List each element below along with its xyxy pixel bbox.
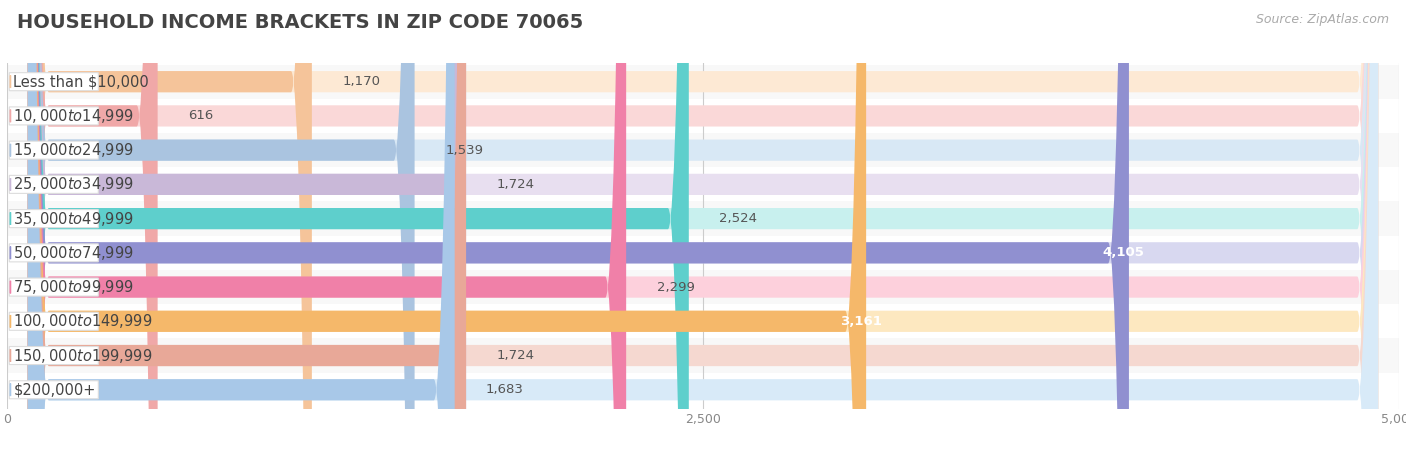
Text: 1,724: 1,724 — [496, 178, 534, 191]
Text: HOUSEHOLD INCOME BRACKETS IN ZIP CODE 70065: HOUSEHOLD INCOME BRACKETS IN ZIP CODE 70… — [17, 13, 583, 32]
FancyBboxPatch shape — [28, 0, 467, 449]
Text: 1,724: 1,724 — [496, 349, 534, 362]
FancyBboxPatch shape — [28, 0, 1378, 449]
FancyBboxPatch shape — [10, 381, 98, 399]
Text: 616: 616 — [188, 110, 214, 123]
Text: $50,000 to $74,999: $50,000 to $74,999 — [13, 244, 134, 262]
FancyBboxPatch shape — [10, 210, 98, 228]
FancyBboxPatch shape — [28, 0, 1378, 449]
FancyBboxPatch shape — [28, 0, 312, 449]
Bar — [7, 339, 1399, 373]
Bar — [7, 373, 1399, 407]
Text: 2,524: 2,524 — [720, 212, 758, 225]
FancyBboxPatch shape — [10, 278, 98, 296]
Bar — [7, 202, 1399, 236]
FancyBboxPatch shape — [28, 0, 1378, 449]
Text: 4,105: 4,105 — [1102, 247, 1144, 260]
FancyBboxPatch shape — [28, 0, 467, 449]
FancyBboxPatch shape — [28, 0, 866, 449]
Text: $75,000 to $99,999: $75,000 to $99,999 — [13, 278, 134, 296]
Bar — [7, 304, 1399, 339]
FancyBboxPatch shape — [28, 0, 689, 449]
Text: $100,000 to $149,999: $100,000 to $149,999 — [13, 313, 153, 330]
Text: 1,539: 1,539 — [446, 144, 484, 157]
FancyBboxPatch shape — [28, 0, 626, 449]
FancyBboxPatch shape — [28, 0, 1129, 449]
FancyBboxPatch shape — [28, 0, 415, 449]
Text: Less than $10,000: Less than $10,000 — [13, 74, 149, 89]
FancyBboxPatch shape — [28, 0, 1378, 449]
Text: $35,000 to $49,999: $35,000 to $49,999 — [13, 210, 134, 228]
FancyBboxPatch shape — [10, 141, 98, 159]
Bar — [7, 99, 1399, 133]
FancyBboxPatch shape — [10, 313, 98, 330]
FancyBboxPatch shape — [28, 0, 1378, 449]
FancyBboxPatch shape — [28, 0, 1378, 449]
FancyBboxPatch shape — [10, 73, 98, 91]
Bar — [7, 270, 1399, 304]
FancyBboxPatch shape — [10, 176, 98, 194]
Text: 1,683: 1,683 — [485, 383, 523, 396]
FancyBboxPatch shape — [10, 244, 98, 262]
Text: $200,000+: $200,000+ — [13, 382, 96, 397]
FancyBboxPatch shape — [28, 0, 454, 449]
FancyBboxPatch shape — [28, 0, 157, 449]
FancyBboxPatch shape — [28, 0, 1378, 449]
FancyBboxPatch shape — [10, 347, 98, 365]
Text: Source: ZipAtlas.com: Source: ZipAtlas.com — [1256, 13, 1389, 26]
FancyBboxPatch shape — [10, 107, 98, 125]
Bar — [7, 236, 1399, 270]
Text: $150,000 to $199,999: $150,000 to $199,999 — [13, 347, 153, 365]
FancyBboxPatch shape — [28, 0, 1378, 449]
Text: $10,000 to $14,999: $10,000 to $14,999 — [13, 107, 134, 125]
Text: 3,161: 3,161 — [839, 315, 882, 328]
Text: 1,170: 1,170 — [343, 75, 381, 88]
Text: $25,000 to $34,999: $25,000 to $34,999 — [13, 176, 134, 194]
FancyBboxPatch shape — [28, 0, 1378, 449]
FancyBboxPatch shape — [28, 0, 1378, 449]
Bar — [7, 65, 1399, 99]
Text: $15,000 to $24,999: $15,000 to $24,999 — [13, 141, 134, 159]
Bar — [7, 167, 1399, 202]
Bar — [7, 133, 1399, 167]
Text: 2,299: 2,299 — [657, 281, 695, 294]
